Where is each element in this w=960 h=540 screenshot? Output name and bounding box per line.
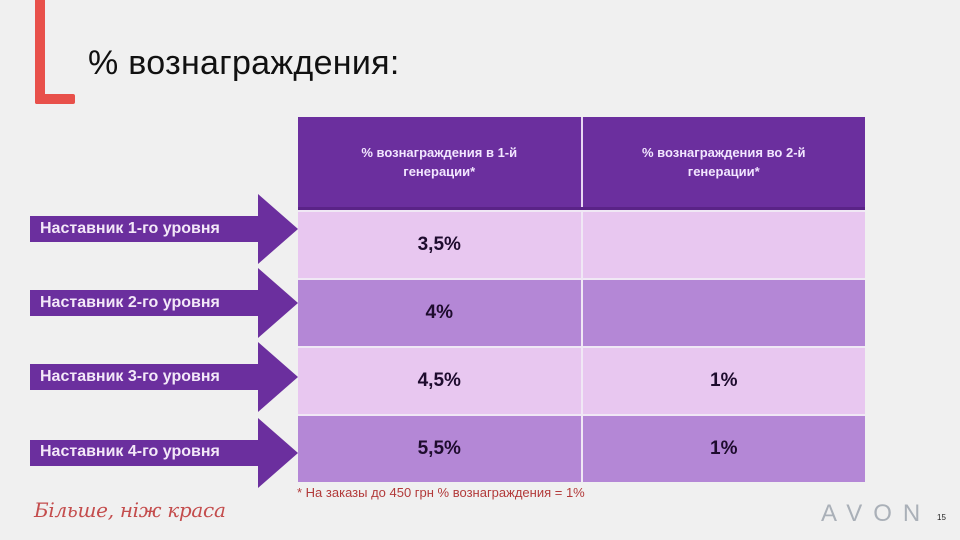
slide-title: % вознаграждения: [88,44,400,82]
level-3-arrow: Наставник 3-го уровня [30,342,298,412]
arrow-right-icon [30,194,298,264]
brand-slogan: Більше, ніж краса [34,498,226,522]
row-label: Наставник 1-го уровня [40,220,220,237]
table-row: 5,5% 1% [298,414,865,482]
header-gen2: % вознаграждения во 2-й генерации* [580,117,866,207]
page-number: 15 [937,513,946,522]
arrow-right-icon [30,268,298,338]
header-gen1: % вознаграждения в 1-й генерации* [361,145,518,179]
row-label: Наставник 4-го уровня [40,443,220,460]
gen1-value: 3,5% [417,234,461,255]
level-4-arrow: Наставник 4-го уровня [30,418,298,488]
corner-bracket-decoration [35,0,75,104]
table-header-row: % вознаграждения в 1-й генерации* % возн… [298,117,865,210]
gen1-value: 5,5% [417,438,461,459]
reward-table: % вознаграждения в 1-й генерации* % возн… [298,117,865,482]
gen2-value [580,212,866,278]
table-row: 4,5% 1% [298,346,865,414]
arrow-right-icon [30,342,298,412]
gen1-value: 4,5% [417,370,461,391]
gen2-value: 1% [580,348,866,414]
footnote: * На заказы до 450 грн % вознаграждения … [297,485,585,500]
gen1-value: 4% [425,302,453,323]
table-row: 4% [298,278,865,346]
row-label: Наставник 3-го уровня [40,368,220,385]
gen2-value [580,280,866,346]
level-2-arrow: Наставник 2-го уровня [30,268,298,338]
level-1-arrow: Наставник 1-го уровня [30,194,298,264]
gen2-value: 1% [580,416,866,482]
row-label: Наставник 2-го уровня [40,294,220,311]
table-row: 3,5% [298,210,865,278]
avon-logo: AVON [821,500,932,527]
arrow-right-icon [30,418,298,488]
